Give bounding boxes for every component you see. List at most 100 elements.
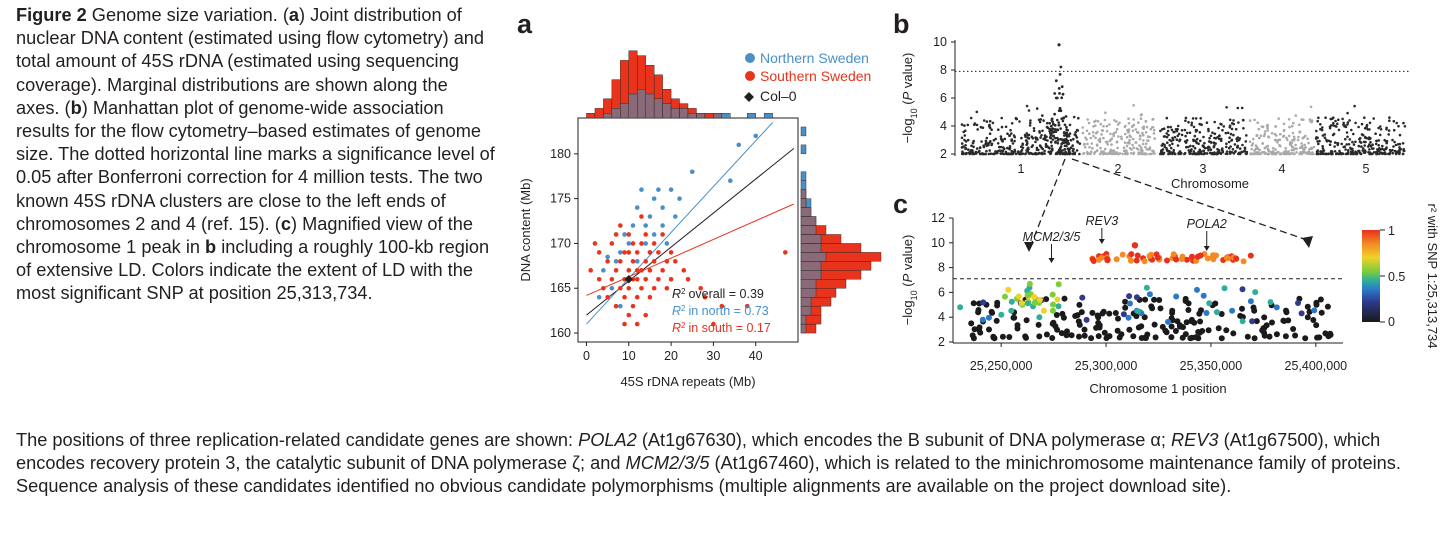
manhattan-point [1344, 152, 1348, 156]
manhattan-point [1341, 152, 1345, 155]
manhattan-point [962, 130, 965, 134]
y-tick-label: 165 [550, 281, 571, 295]
manhattan-point [1393, 140, 1396, 144]
histogram-bar [620, 103, 629, 119]
manhattan-point [1229, 132, 1233, 136]
ld-point [1317, 296, 1324, 303]
ld-point [998, 311, 1005, 318]
y-tick-label: 8 [938, 261, 945, 275]
manhattan-point [1076, 140, 1079, 143]
zoom-line-right [1071, 158, 1308, 241]
panel-c-gene-annotations: MCM2/3/5 REV3 POLA2 [1023, 214, 1227, 263]
manhattan-point [1049, 152, 1052, 156]
ylabel-prefix: −log [900, 300, 915, 325]
manhattan-point [1198, 131, 1202, 134]
ld-point [1203, 310, 1210, 316]
manhattan-point [1382, 148, 1386, 152]
scatter-point [689, 169, 695, 175]
manhattan-point [1091, 146, 1094, 150]
manhattan-point [1038, 130, 1041, 133]
manhattan-peak-point [1057, 87, 1061, 90]
manhattan-point [1398, 133, 1402, 137]
ld-point [1061, 295, 1068, 302]
histogram-bar [800, 261, 822, 271]
manhattan-point [1000, 116, 1003, 120]
manhattan-point [1363, 151, 1367, 154]
manhattan-point [1319, 150, 1323, 153]
manhattan-point [968, 152, 972, 156]
ld-point [1304, 314, 1311, 321]
r2-north-annotation: R2 in north = 0.73 [672, 304, 769, 319]
manhattan-point [1207, 129, 1210, 133]
ld-point [1249, 318, 1256, 325]
scatter-point [618, 223, 623, 228]
manhattan-point [1129, 152, 1133, 155]
ld-point [1122, 304, 1129, 311]
ld-point [1304, 303, 1311, 310]
manhattan-point [999, 145, 1003, 149]
manhattan-point [1099, 146, 1102, 150]
r2-south-annotation: R2 in south = 0.17 [672, 321, 771, 336]
manhattan-point [964, 140, 968, 143]
manhattan-point [1027, 109, 1031, 112]
manhattan-point [1337, 118, 1340, 122]
ld-point [1292, 332, 1299, 339]
manhattan-point [1278, 143, 1281, 147]
ld-point [1031, 293, 1038, 300]
manhattan-point [1368, 148, 1371, 151]
histogram-bar [800, 234, 822, 244]
manhattan-point [1112, 132, 1116, 135]
ld-point [1266, 333, 1273, 340]
manhattan-point [1379, 128, 1383, 131]
caption-text: Genome size variation. ( [86, 5, 289, 25]
histogram-bar [645, 93, 655, 119]
histogram-bar [653, 98, 663, 119]
manhattan-point [1263, 130, 1267, 133]
manhattan-point [1190, 123, 1193, 127]
manhattan-point [1019, 150, 1023, 153]
manhattan-point [1146, 135, 1150, 138]
ld-point [1049, 307, 1056, 314]
scatter-point [702, 294, 708, 300]
manhattan-point [1302, 118, 1305, 121]
manhattan-point [1398, 148, 1401, 152]
manhattan-point [1088, 132, 1091, 135]
manhattan-point [1392, 128, 1396, 132]
ld-point [1055, 281, 1062, 288]
manhattan-point [1173, 135, 1177, 139]
caption-text: (At1g67460), which is related to the min… [16, 453, 1401, 497]
ld-point [1183, 319, 1190, 326]
ld-point [1306, 308, 1313, 315]
manhattan-point [1402, 121, 1405, 125]
manhattan-point [1106, 143, 1109, 146]
manhattan-point [1359, 152, 1362, 155]
manhattan-point [1391, 148, 1394, 152]
manhattan-point [1214, 142, 1217, 145]
zoom-arrow-right [1302, 236, 1313, 248]
manhattan-point [1360, 133, 1364, 136]
y-tick-label: 4 [938, 310, 945, 324]
manhattan-point [1118, 152, 1122, 155]
manhattan-point [1176, 134, 1180, 138]
manhattan-point [1140, 113, 1143, 116]
ld-point [1101, 329, 1108, 336]
manhattan-point [1125, 144, 1129, 148]
manhattan-point [1151, 117, 1155, 121]
manhattan-point [1029, 121, 1032, 125]
manhattan-point [1009, 128, 1012, 132]
manhattan-point [1071, 152, 1075, 155]
y-tick-label: 170 [550, 236, 571, 250]
histogram-bar [763, 112, 773, 119]
manhattan-point [1291, 138, 1294, 142]
manhattan-point [1029, 151, 1033, 155]
manhattan-point [1095, 149, 1099, 152]
manhattan-point [1093, 120, 1096, 123]
manhattan-point [1176, 124, 1180, 128]
manhattan-point [1170, 139, 1173, 143]
manhattan-point [1102, 136, 1105, 140]
histogram-bar [611, 108, 621, 119]
manhattan-point [1171, 152, 1174, 156]
manhattan-point [1184, 116, 1188, 120]
ld-point [1168, 334, 1175, 341]
ld-point [1259, 327, 1266, 334]
